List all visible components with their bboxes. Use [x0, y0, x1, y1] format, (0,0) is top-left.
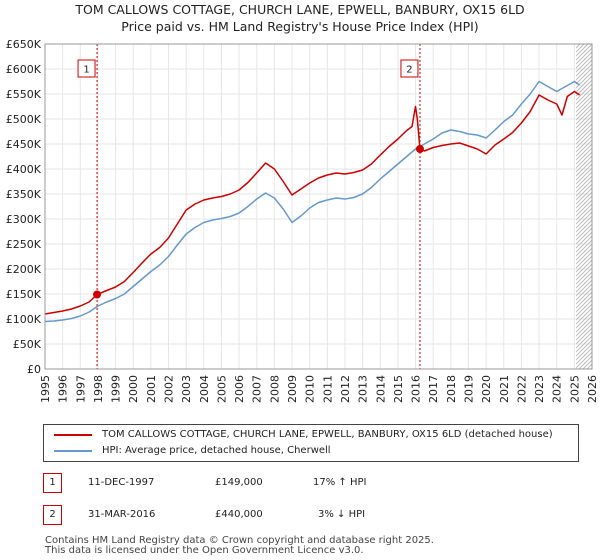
footer-copyright: Contains HM Land Registry data © Crown c… — [45, 535, 434, 546]
y-tick-label: £100K — [6, 313, 42, 326]
x-tick-label: 2017 — [427, 375, 440, 403]
x-tick-label: 2000 — [127, 375, 140, 403]
sale-point — [93, 290, 102, 299]
sale-price: £149,000 — [215, 477, 263, 488]
x-tick-label: 2025 — [568, 375, 581, 403]
y-tick-label: £550K — [6, 88, 42, 101]
x-tick-label: 2026 — [586, 375, 599, 403]
price-paid-line — [44, 90, 581, 315]
sale-hpi-diff: 17% ↑ HPI — [313, 477, 367, 488]
x-tick-label: 1995 — [39, 375, 52, 403]
legend-price-label: TOM CALLOWS COTTAGE, CHURCH LANE, EPWELL… — [102, 429, 553, 440]
sale-label-box — [77, 59, 96, 78]
x-tick-label: 2024 — [551, 375, 564, 403]
y-tick-label: £600K — [6, 63, 42, 76]
y-tick-label: £350K — [6, 188, 42, 201]
x-tick-label: 2001 — [145, 375, 158, 403]
x-tick-label: 2018 — [445, 375, 458, 403]
x-tick-label: 2015 — [392, 375, 405, 403]
y-tick-label: £50K — [13, 338, 42, 351]
x-tick-label: 1999 — [110, 375, 123, 403]
legend-hpi-label: HPI: Average price, detached house, Cher… — [102, 445, 331, 456]
x-tick-label: 2023 — [533, 375, 546, 403]
sale-label-number: 1 — [83, 65, 89, 76]
sale-point — [415, 145, 424, 153]
sale-number-badge: 1 — [43, 473, 62, 493]
x-tick-label: 2005 — [215, 375, 228, 403]
legend-price-swatch — [54, 434, 92, 436]
chart-title-line2: Price paid vs. HM Land Registry's House … — [121, 19, 479, 34]
future-hatch-region — [576, 44, 592, 369]
x-tick-label: 2020 — [480, 375, 493, 403]
x-tick-label: 2003 — [180, 375, 193, 403]
footer-licence: This data is licensed under the Open Gov… — [45, 545, 364, 556]
x-tick-label: 2006 — [233, 375, 246, 403]
x-tick-label: 2004 — [198, 375, 211, 403]
chart-title-line1: TOM CALLOWS COTTAGE, CHURCH LANE, EPWELL… — [75, 2, 525, 17]
x-tick-label: 2002 — [163, 375, 176, 403]
sale-date: 31-MAR-2016 — [88, 509, 156, 520]
y-tick-label: £450K — [6, 138, 42, 151]
x-tick-label: 2021 — [498, 375, 511, 403]
legend: TOM CALLOWS COTTAGE, CHURCH LANE, EPWELL… — [43, 424, 579, 462]
sale-price: £440,000 — [215, 509, 263, 520]
x-tick-label: 2008 — [268, 375, 281, 403]
x-tick-label: 2016 — [410, 375, 423, 403]
y-tick-label: £250K — [6, 238, 42, 251]
y-tick-label: £200K — [6, 263, 42, 276]
y-tick-label: £150K — [6, 288, 42, 301]
sale-date: 11-DEC-1997 — [88, 477, 155, 488]
plot-frame — [44, 43, 593, 370]
x-tick-label: 2012 — [339, 375, 352, 403]
sale-hpi-diff: 3% ↓ HPI — [318, 509, 366, 520]
y-tick-label: £500K — [6, 113, 42, 126]
x-tick-label: 2007 — [251, 375, 264, 403]
y-tick-label: £0 — [27, 363, 41, 376]
x-tick-label: 1996 — [57, 375, 70, 403]
x-tick-label: 2013 — [357, 375, 370, 403]
y-tick-label: £650K — [6, 38, 42, 51]
x-tick-label: 2009 — [286, 375, 299, 403]
x-tick-label: 2011 — [321, 375, 334, 403]
price-chart: 1 2 £0 £50K £100K £150K £200K £250K £300K £350K £4… — [6, 38, 599, 403]
sale-label-box — [400, 59, 419, 78]
y-tick-label: £300K — [6, 213, 42, 226]
x-tick-label: 1998 — [92, 375, 105, 403]
x-tick-label: 2014 — [374, 375, 387, 403]
x-tick-label: 1997 — [74, 375, 87, 403]
sale-label-number: 2 — [406, 65, 412, 76]
x-tick-label: 2019 — [462, 375, 475, 403]
x-tick-label: 2022 — [515, 375, 528, 403]
y-tick-label: £400K — [6, 163, 42, 176]
x-tick-label: 2010 — [304, 375, 317, 403]
legend-hpi-swatch — [54, 450, 92, 452]
hpi-line — [44, 80, 581, 323]
sale-number-badge: 2 — [43, 505, 62, 525]
